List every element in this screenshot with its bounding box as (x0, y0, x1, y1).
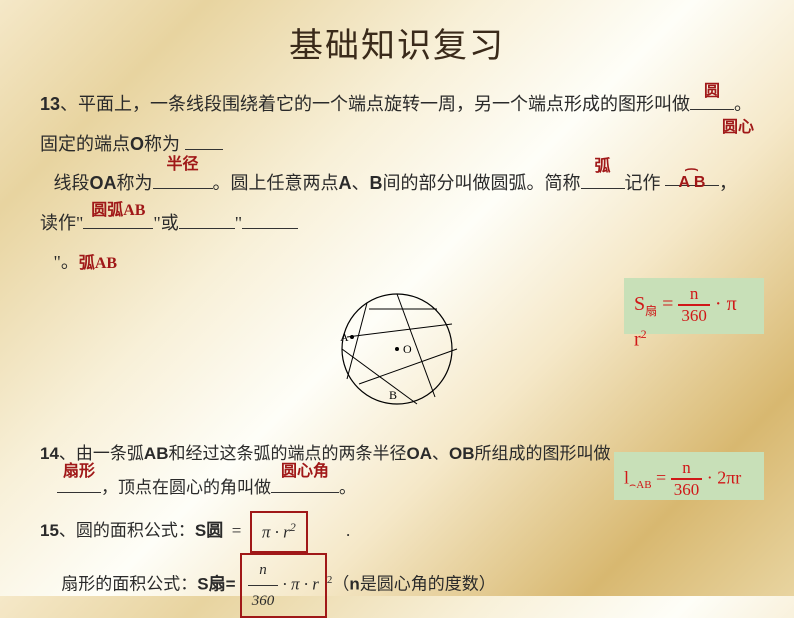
q14-t5: 顶点在圆心的角叫做 (118, 478, 271, 497)
svg-text:A: A (340, 330, 349, 344)
q13-t7: 、 (352, 173, 370, 193)
q15-S1: S圆 (195, 521, 223, 540)
svg-text:B: B (389, 388, 397, 402)
q13-ans4: 弧 (594, 149, 610, 184)
g1-num: n (678, 284, 710, 306)
q13-num: 13 (40, 94, 60, 114)
question-15: 15、圆的面积公式：S圆 = π · r2 . 扇形的面积公式：S扇= n 36… (40, 511, 754, 618)
q14-OB: OB (449, 444, 475, 463)
q14-t4: 所组成的图形叫做 (474, 444, 610, 463)
q14-t3: 、 (432, 444, 449, 463)
g2-num: n (671, 458, 703, 480)
f1-body: π · r (262, 522, 290, 541)
q13-t6: 。圆上任意两点 (213, 173, 339, 193)
frac: n 360 (248, 555, 279, 616)
q13-blank6c (242, 207, 298, 229)
q13-blank1: 圆 (690, 88, 734, 110)
q14-num: 14 (40, 444, 59, 463)
q13-t9: 记作 (625, 173, 661, 193)
q13-ans2: 圆心 (722, 110, 754, 145)
q13-blank6b (179, 207, 235, 229)
hand-formula-arc-length: l⌢AB = n 360 · 2πr (614, 452, 764, 500)
frac-num: n (248, 555, 279, 586)
q13-t1: 、平面上，一条线段围绕着它的一个端点旋转一周，另一个端点形成的图形叫做 (60, 94, 690, 114)
q13-t8: 间的部分叫做圆弧。简称 (383, 173, 581, 193)
q13-blank4: 弧 (581, 167, 625, 189)
circle-svg: A O B (307, 289, 487, 414)
f2-body: · π · r (283, 575, 319, 594)
g2-eq: = (656, 468, 666, 488)
q13-ans6: 圆弧AB (91, 193, 145, 228)
g2-tail: · 2πr (707, 468, 742, 488)
g1-lhs: S (634, 293, 645, 315)
q14-t6: 。 (339, 478, 356, 497)
page-title: 基础知识复习 (0, 0, 794, 67)
q14-ans1: 扇形 (63, 456, 95, 488)
q13-ans5: A B (679, 165, 706, 200)
q15-open: （ (332, 575, 349, 594)
g2-frac: n 360 (671, 458, 703, 501)
q15-S2: S扇= (197, 575, 235, 594)
q13-t11: "或 (153, 213, 178, 233)
formula-sector-area: n 360 · π · r (240, 553, 327, 618)
q15-n: n (349, 575, 359, 594)
q13-t5: 称为 (117, 173, 153, 193)
q13-t12: " (235, 213, 242, 233)
q14-ans2: 圆心角 (281, 456, 329, 488)
q13-ans7: 弧AB (79, 255, 117, 272)
q13-B: B (370, 173, 383, 193)
q13-blank3: 半径 (153, 167, 213, 189)
svg-text:O: O (403, 342, 412, 356)
q13-ans3: 半径 (166, 147, 198, 182)
q14-blank1: 扇形 (57, 471, 101, 493)
formula-circle-area: π · r2 (250, 511, 308, 554)
q15-t3: 是圆心角的度数） (360, 575, 496, 594)
q13-t13: "。 (54, 252, 79, 272)
g1-frac: n 360 (678, 284, 710, 327)
q13-t4: 线段 (54, 173, 90, 193)
q14-blank2: 圆心角 (271, 471, 339, 493)
f1-sup: 2 (290, 520, 296, 534)
g1-sup: 2 (641, 327, 647, 341)
content-body: 13、平面上，一条线段围绕着它的一个端点旋转一周，另一个端点形成的图形叫做圆。固… (0, 67, 794, 618)
q13-O: O (130, 134, 144, 154)
q14-AB: AB (144, 444, 169, 463)
q14-OA: OA (406, 444, 432, 463)
q13-blank6: 圆弧AB (83, 207, 153, 229)
g1-eq: = (662, 293, 673, 315)
q15-t1: 、圆的面积公式： (59, 521, 195, 540)
g1-sub: 扇 (645, 304, 657, 318)
hand-formula-sector-area: S扇 = n 360 · π r2 (624, 278, 764, 334)
frac-den: 360 (248, 586, 279, 616)
q13-A: A (339, 173, 352, 193)
q13-OA: OA (90, 173, 117, 193)
q13-ans1: 圆 (704, 74, 720, 109)
g2-den: 360 (671, 480, 703, 500)
question-13: 13、平面上，一条线段围绕着它的一个端点旋转一周，另一个端点形成的图形叫做圆。固… (40, 85, 754, 283)
q13-blank5: A B (665, 164, 719, 186)
g1-den: 360 (678, 306, 710, 326)
g2-sub: ⌢AB (629, 479, 652, 491)
q15-num: 15 (40, 521, 59, 540)
q15-t2: 扇形的面积公式： (61, 575, 197, 594)
